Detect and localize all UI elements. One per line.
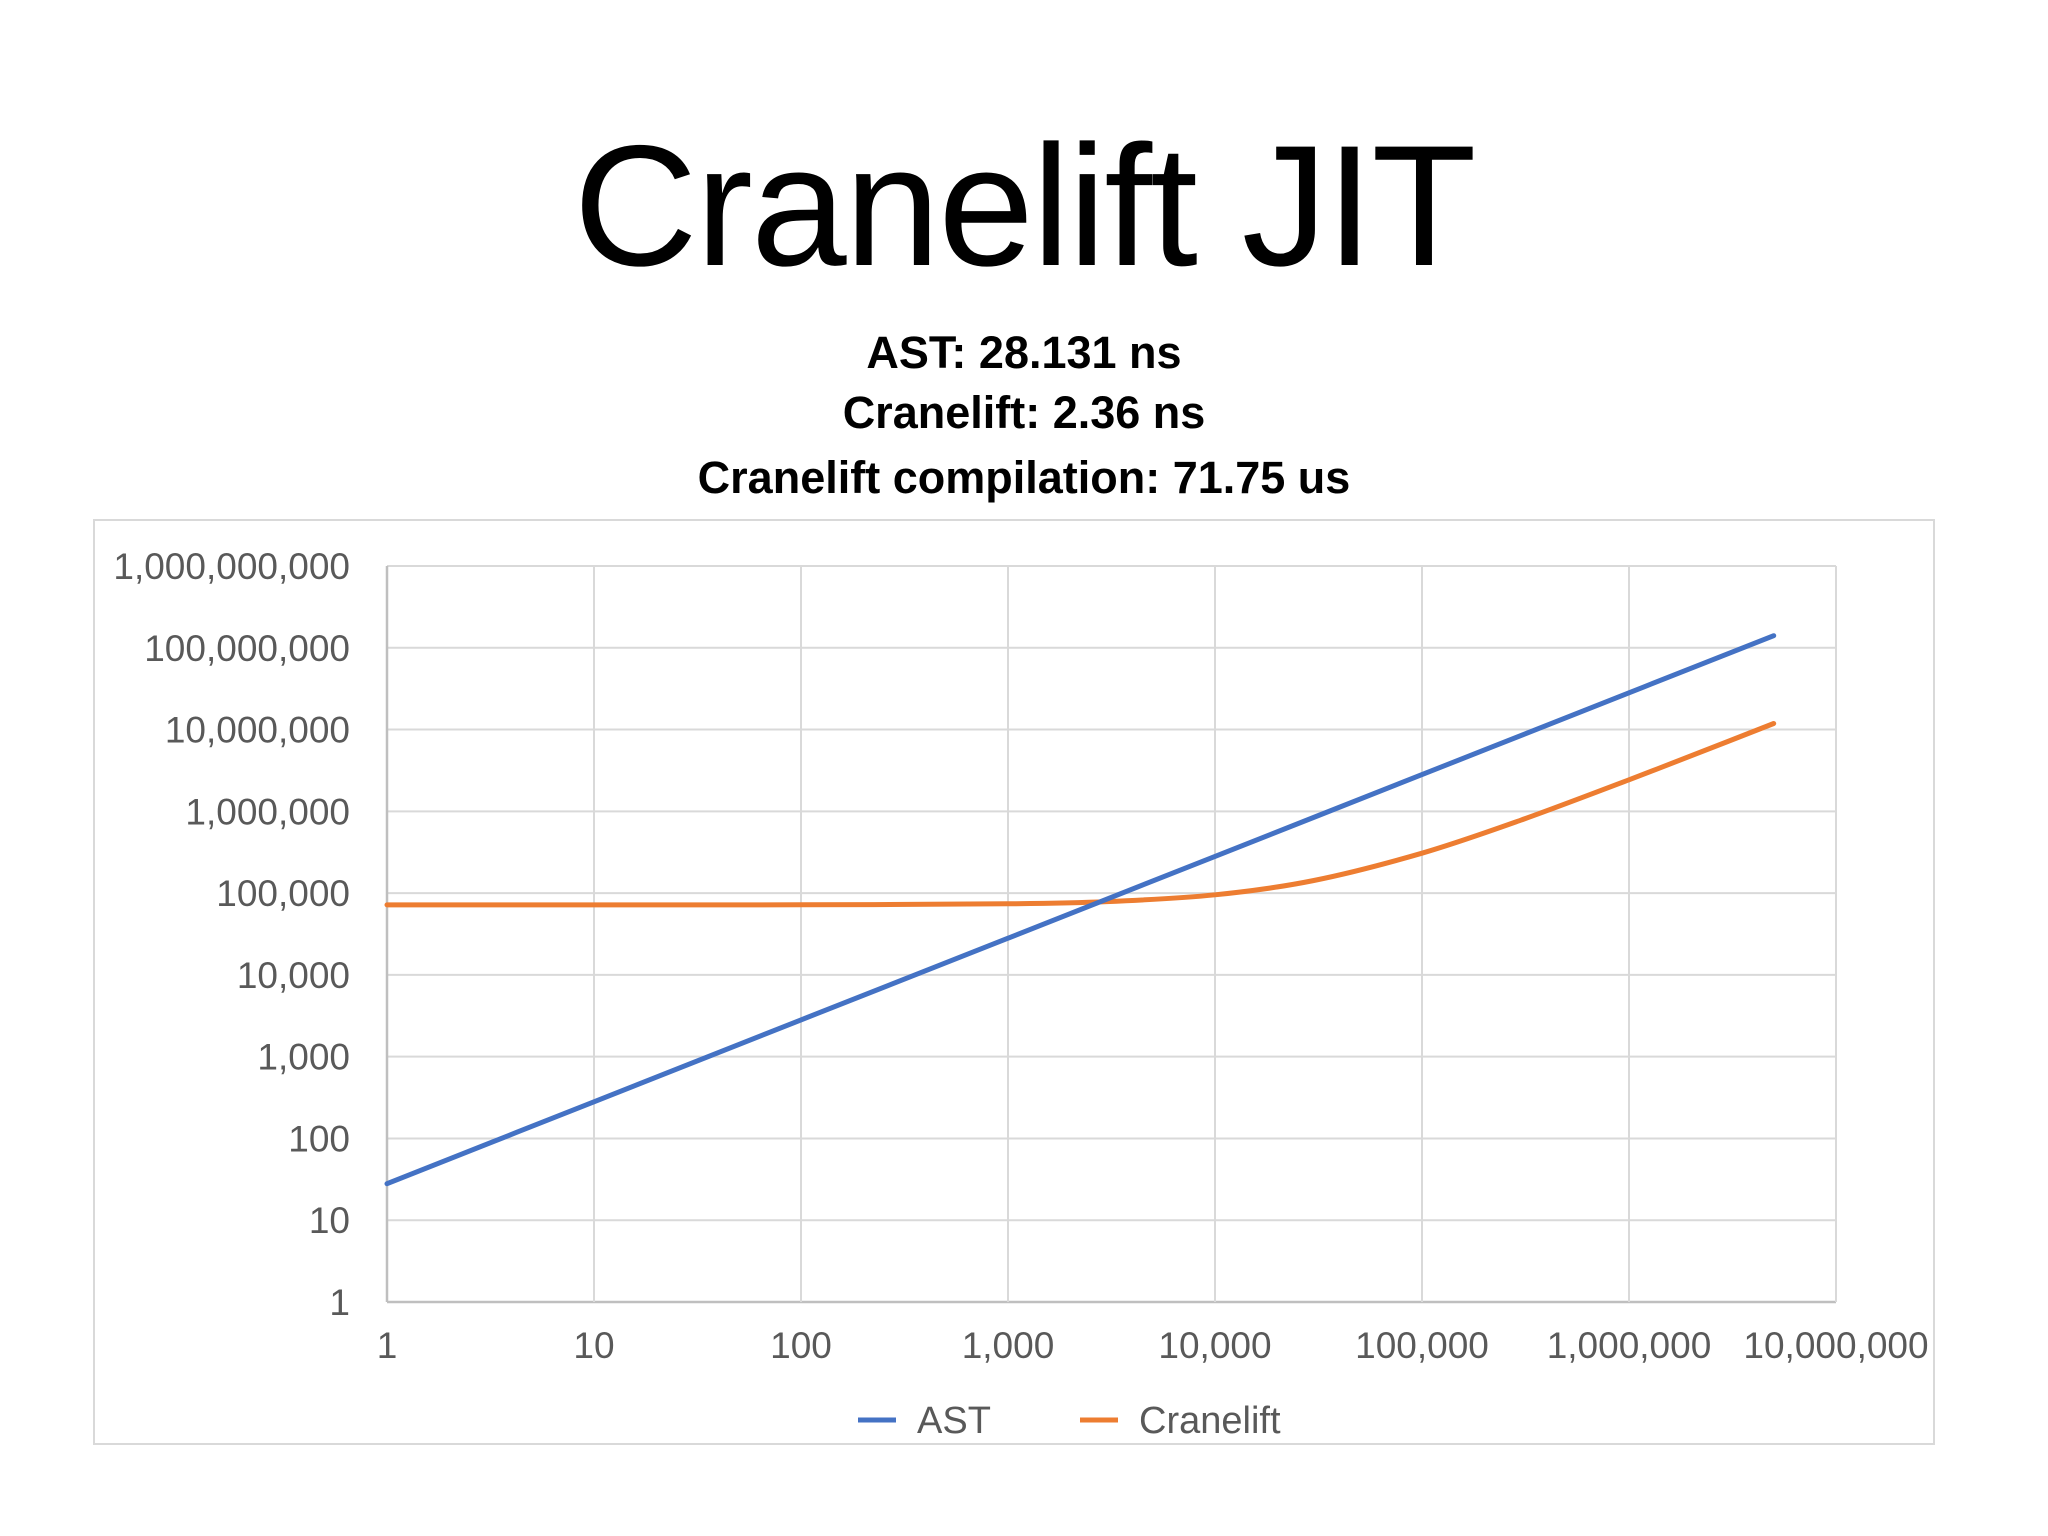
chart-legend: AST Cranelift [858,1400,1281,1442]
y-tick-label: 10,000,000 [165,710,350,751]
chart-grid [385,565,1837,1304]
x-tick-label: 100,000 [1355,1325,1489,1366]
chart-frame [93,519,1935,1445]
y-tick-label: 1,000,000,000 [113,546,350,587]
chart-series [384,633,1777,1187]
x-tick-label: 1,000,000 [1547,1325,1712,1366]
x-tick-label: 10,000,000 [1743,1325,1928,1366]
y-tick-label: 1 [329,1282,350,1323]
y-tick-label: 10 [309,1200,350,1241]
x-tick-label: 10 [573,1325,614,1366]
y-tick-label: 100,000,000 [144,628,350,669]
ast-timing-label: AST: 28.131 ns [866,327,1182,378]
series-line-cranelift [384,721,1777,908]
x-tick-label: 100 [770,1325,832,1366]
x-tick-label: 10,000 [1158,1325,1271,1366]
x-tick-label: 1,000 [962,1325,1055,1366]
series-line-ast [384,633,1777,1187]
legend-label-ast: AST [917,1400,991,1442]
y-tick-label: 100 [288,1118,350,1159]
cranelift-compilation-label: Cranelift compilation: 71.75 us [697,452,1351,503]
page-title: Cranelift JIT [573,110,1476,302]
legend-label-cranelift: Cranelift [1139,1400,1281,1442]
cranelift-timing-label: Cranelift: 2.36 ns [842,387,1206,438]
y-axis-ticks: 1 10 100 1,000 10,000 100,000 1,000,000 10,000,… [113,546,350,1323]
x-tick-label: 1 [377,1325,398,1366]
y-tick-label: 1,000 [257,1037,350,1078]
y-tick-label: 100,000 [216,873,350,914]
x-axis-ticks: 1 10 100 1,000 10,000 100,000 1,000,000 10,000,… [377,1325,1929,1366]
y-tick-label: 10,000 [237,955,350,996]
y-tick-label: 1,000,000 [185,791,350,832]
